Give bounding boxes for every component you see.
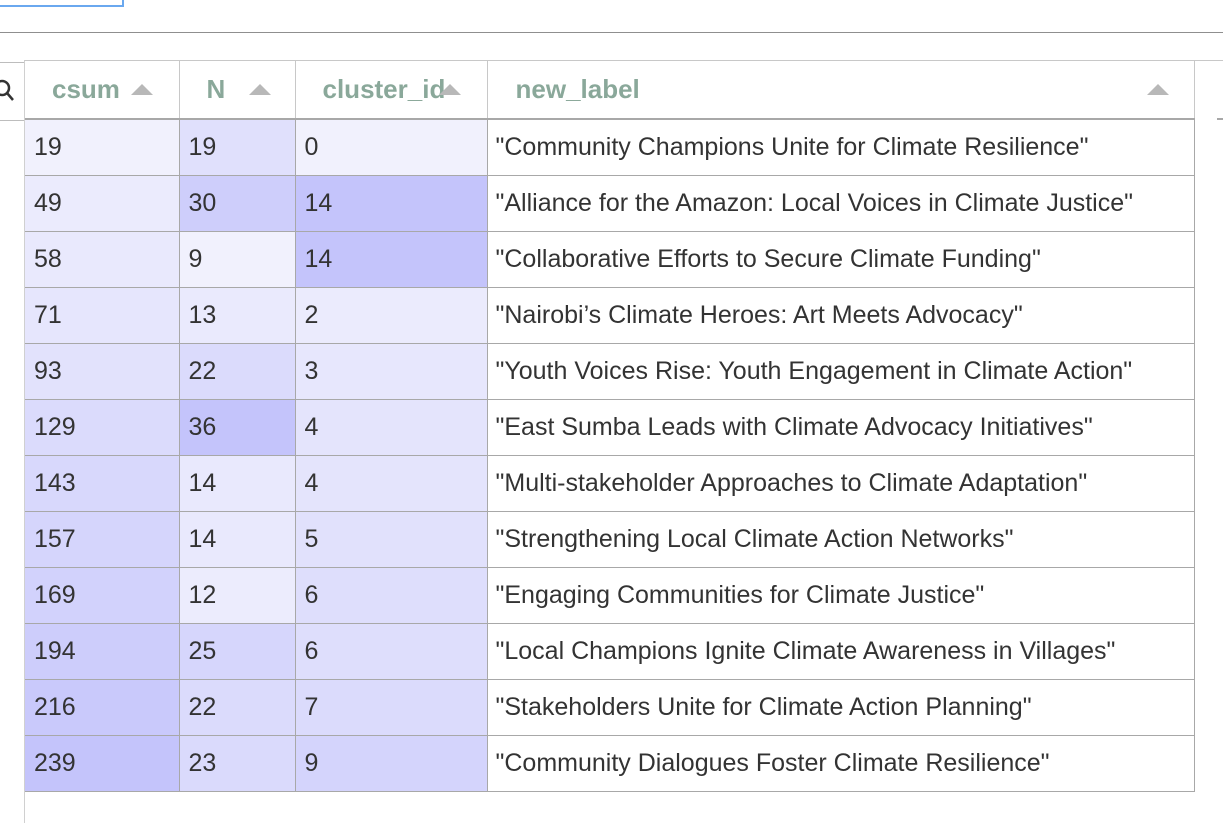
cell-new-label: "Collaborative Efforts to Secure Climate… bbox=[487, 231, 1195, 288]
data-table: csum N cluster_id new_label bbox=[25, 61, 1195, 792]
cell-cluster-id: 2 bbox=[295, 287, 488, 344]
search-icon bbox=[0, 79, 14, 101]
sort-ascending-icon[interactable] bbox=[248, 84, 271, 95]
table-row[interactable]: 169 12 6 "Engaging Communities for Climate … bbox=[25, 567, 1195, 624]
cell-new-label: "Youth Voices Rise: Youth Engagement in … bbox=[487, 343, 1195, 400]
cell-cluster-id: 6 bbox=[295, 567, 488, 624]
table-row[interactable]: 129 36 4 "East Sumba Leads with Climate Adv… bbox=[25, 399, 1195, 456]
cell-n: 13 bbox=[179, 287, 296, 344]
cell-new-label: "Strengthening Local Climate Action Netw… bbox=[487, 511, 1195, 568]
cell-cluster-id: 3 bbox=[295, 343, 488, 400]
cell-csum: 93 bbox=[25, 343, 180, 400]
table-row[interactable]: 19 19 0 "Community Champions Unite for Clim… bbox=[25, 119, 1195, 176]
table-row[interactable]: 49 30 14 "Alliance for the Amazon: Local Vo… bbox=[25, 175, 1195, 232]
table-row[interactable]: 216 22 7 "Stakeholders Unite for Climate Ac… bbox=[25, 679, 1195, 736]
data-grid: csum N cluster_id new_label bbox=[24, 60, 1223, 823]
table-row[interactable]: 71 13 2 "Nairobi’s Climate Heroes: Art Meet… bbox=[25, 287, 1195, 344]
table-row[interactable]: 93 22 3 "Youth Voices Rise: Youth Engagemen… bbox=[25, 343, 1195, 400]
header-filler bbox=[1217, 61, 1223, 120]
table-row[interactable]: 58 9 14 "Collaborative Efforts to Secure Cl… bbox=[25, 231, 1195, 288]
cell-csum: 58 bbox=[25, 231, 180, 288]
sort-ascending-icon[interactable] bbox=[1146, 84, 1169, 95]
cell-csum: 71 bbox=[25, 287, 180, 344]
cell-cluster-id: 9 bbox=[295, 735, 488, 792]
search-button[interactable] bbox=[0, 62, 26, 121]
cell-cluster-id: 4 bbox=[295, 399, 488, 456]
cell-n: 14 bbox=[179, 455, 296, 512]
cell-csum: 49 bbox=[25, 175, 180, 232]
cell-n: 36 bbox=[179, 399, 296, 456]
cell-new-label: "Community Dialogues Foster Climate Resi… bbox=[487, 735, 1195, 792]
table-row[interactable]: 194 25 6 "Local Champions Ignite Climate Aw… bbox=[25, 623, 1195, 680]
cell-n: 25 bbox=[179, 623, 296, 680]
cell-csum: 169 bbox=[25, 567, 180, 624]
column-header-label: new_label bbox=[515, 74, 640, 104]
cell-csum: 129 bbox=[25, 399, 180, 456]
cell-cluster-id: 6 bbox=[295, 623, 488, 680]
column-header-cluster-id[interactable]: cluster_id bbox=[295, 61, 488, 120]
cell-csum: 216 bbox=[25, 679, 180, 736]
cell-csum: 157 bbox=[25, 511, 180, 568]
cell-n: 30 bbox=[179, 175, 296, 232]
top-input-box[interactable] bbox=[0, 0, 124, 7]
cell-csum: 19 bbox=[25, 119, 180, 176]
column-header-n[interactable]: N bbox=[179, 61, 296, 120]
cell-cluster-id: 7 bbox=[295, 679, 488, 736]
table-row[interactable]: 143 14 4 "Multi-stakeholder Approaches to C… bbox=[25, 455, 1195, 512]
sort-ascending-icon[interactable] bbox=[438, 84, 461, 95]
cell-cluster-id: 4 bbox=[295, 455, 488, 512]
cell-n: 12 bbox=[179, 567, 296, 624]
divider bbox=[0, 32, 1223, 33]
cell-csum: 239 bbox=[25, 735, 180, 792]
cell-new-label: "Stakeholders Unite for Climate Action P… bbox=[487, 679, 1195, 736]
cell-n: 22 bbox=[179, 679, 296, 736]
header-row: csum N cluster_id new_label bbox=[25, 61, 1195, 120]
cell-cluster-id: 14 bbox=[295, 231, 488, 288]
cell-n: 19 bbox=[179, 119, 296, 176]
cell-n: 23 bbox=[179, 735, 296, 792]
column-header-new-label[interactable]: new_label bbox=[487, 61, 1195, 120]
cell-new-label: "East Sumba Leads with Climate Advocacy … bbox=[487, 399, 1195, 456]
table-row[interactable]: 157 14 5 "Strengthening Local Climate Actio… bbox=[25, 511, 1195, 568]
cell-cluster-id: 14 bbox=[295, 175, 488, 232]
cell-new-label: "Nairobi’s Climate Heroes: Art Meets Adv… bbox=[487, 287, 1195, 344]
cell-new-label: "Community Champions Unite for Climate R… bbox=[487, 119, 1195, 176]
cell-new-label: "Alliance for the Amazon: Local Voices i… bbox=[487, 175, 1195, 232]
cell-n: 22 bbox=[179, 343, 296, 400]
cell-cluster-id: 5 bbox=[295, 511, 488, 568]
column-header-csum[interactable]: csum bbox=[25, 61, 180, 120]
cell-csum: 194 bbox=[25, 623, 180, 680]
column-header-label: cluster_id bbox=[322, 74, 446, 104]
cell-csum: 143 bbox=[25, 455, 180, 512]
cell-new-label: "Multi-stakeholder Approaches to Climate… bbox=[487, 455, 1195, 512]
cell-new-label: "Local Champions Ignite Climate Awarenes… bbox=[487, 623, 1195, 680]
cell-new-label: "Engaging Communities for Climate Justic… bbox=[487, 567, 1195, 624]
cell-cluster-id: 0 bbox=[295, 119, 488, 176]
cell-n: 14 bbox=[179, 511, 296, 568]
column-header-label: csum bbox=[52, 74, 120, 104]
cell-n: 9 bbox=[179, 231, 296, 288]
table-row[interactable]: 239 23 9 "Community Dialogues Foster Climat… bbox=[25, 735, 1195, 792]
column-header-label: N bbox=[206, 74, 226, 104]
sort-ascending-icon[interactable] bbox=[131, 84, 153, 95]
